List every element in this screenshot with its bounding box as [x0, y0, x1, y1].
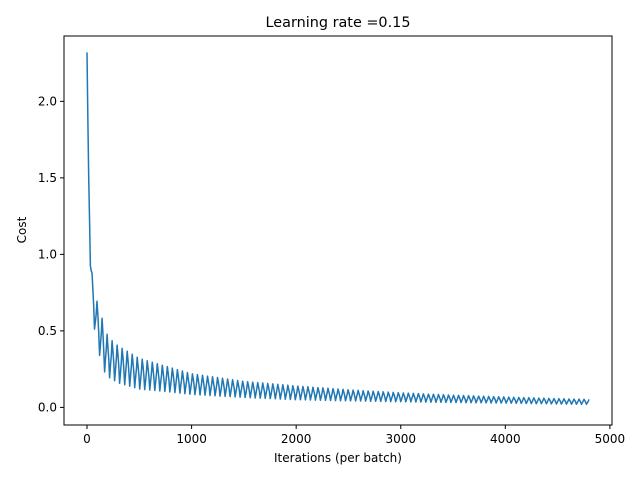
y-tick-label: 0.5 — [38, 324, 57, 338]
series-line-0 — [86, 52, 590, 406]
chart-title: Learning rate =0.15 — [266, 15, 411, 31]
x-axis-ticks: 0 1000 2000 3000 4000 5000 — [83, 425, 625, 446]
x-axis-label: Iterations (per batch) — [274, 451, 402, 465]
y-tick-label: 1.5 — [38, 171, 57, 185]
x-tick-label: 5000 — [595, 432, 626, 446]
y-tick-label: 2.0 — [38, 94, 57, 108]
y-axis-ticks: 0.0 0.5 1.0 1.5 2.0 — [38, 94, 64, 414]
plot-frame — [63, 35, 613, 426]
x-tick-label: 3000 — [385, 432, 416, 446]
y-tick-label: 0.0 — [38, 400, 57, 414]
x-tick-label: 0 — [83, 432, 91, 446]
x-tick-label: 1000 — [176, 432, 207, 446]
x-tick-label: 4000 — [490, 432, 521, 446]
series-layer — [86, 52, 590, 406]
y-axis-label: Cost — [15, 216, 29, 243]
y-tick-label: 1.0 — [38, 247, 57, 261]
x-tick-label: 2000 — [281, 432, 312, 446]
